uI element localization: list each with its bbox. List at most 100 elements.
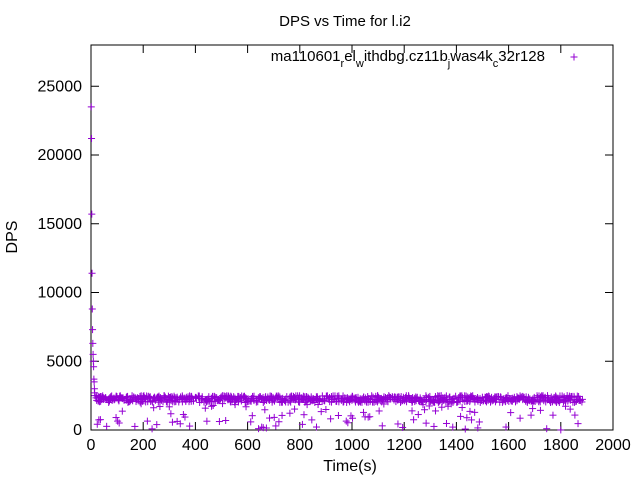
data-point [219, 400, 227, 408]
data-point [309, 396, 317, 404]
data-point [322, 406, 330, 414]
data-point [255, 425, 263, 433]
data-point [308, 416, 316, 424]
data-point [475, 418, 483, 426]
data-point [254, 398, 262, 406]
data-point [421, 406, 429, 414]
data-point [349, 414, 357, 422]
x-tick-label: 1200 [386, 437, 422, 454]
data-point [165, 403, 173, 411]
data-point [344, 419, 352, 427]
x-tick-label: 1600 [491, 437, 527, 454]
data-point [234, 398, 242, 406]
data-point [115, 419, 123, 427]
data-point [88, 305, 96, 313]
data-point [156, 403, 164, 411]
data-point [578, 398, 586, 406]
data-point [148, 425, 156, 433]
data-point [399, 423, 407, 431]
data-point [414, 411, 422, 419]
data-point [103, 422, 111, 430]
data-point [471, 408, 479, 416]
data-point [574, 420, 582, 428]
data-point [313, 423, 321, 431]
x-tick-label: 600 [234, 437, 261, 454]
data-point [261, 406, 269, 414]
data-point [143, 417, 151, 425]
data-point [432, 407, 440, 415]
data-point [557, 426, 565, 434]
data-point [430, 422, 438, 430]
data-point [375, 407, 383, 415]
y-tick-label: 10000 [38, 285, 83, 302]
data-point [291, 405, 299, 413]
data-point [378, 422, 386, 430]
legend-marker [570, 53, 578, 61]
data-point [321, 397, 329, 405]
data-point [516, 414, 524, 422]
data-point [247, 418, 255, 426]
y-axis-title: DPS [4, 221, 21, 254]
data-point [237, 397, 245, 405]
data-point [112, 414, 120, 422]
data-point [131, 422, 139, 430]
data-point [438, 403, 446, 411]
data-point [507, 409, 515, 417]
data-point [137, 400, 145, 408]
data-point [88, 135, 96, 142]
data-point [359, 408, 367, 416]
data-point [215, 418, 223, 426]
data-point [575, 392, 583, 400]
data-point [167, 410, 175, 418]
data-point [442, 419, 450, 427]
x-tick-label: 2000 [595, 437, 631, 454]
data-point [349, 392, 357, 400]
data-point [242, 403, 250, 411]
data-point [449, 423, 457, 431]
y-tick-label: 5000 [46, 353, 82, 370]
x-tick-label: 1800 [543, 437, 579, 454]
data-point [118, 407, 126, 415]
legend-label: ma110601relwithdbg.cz11bjwas4kc32r128 [271, 48, 545, 70]
data-point [186, 422, 194, 430]
y-tick-label: 25000 [38, 78, 83, 95]
data-point [512, 398, 520, 406]
x-axis-title: Time(s) [323, 458, 377, 475]
data-point [90, 378, 98, 386]
data-point [394, 420, 402, 428]
chart-title: DPS vs Time for l.i2 [279, 13, 411, 30]
y-tick-label: 15000 [38, 216, 83, 233]
data-point [145, 392, 153, 400]
data-point [272, 422, 280, 430]
data-points [87, 103, 586, 434]
data-point [88, 269, 96, 277]
data-point [571, 411, 579, 419]
data-point [286, 409, 294, 417]
data-point [327, 415, 335, 423]
data-point [203, 417, 211, 425]
data-point [181, 413, 189, 421]
data-point [457, 412, 465, 420]
data-point [502, 423, 510, 431]
legend: ma110601relwithdbg.cz11bjwas4kc32r128 [271, 48, 578, 70]
data-point [262, 424, 270, 432]
data-point [334, 411, 342, 419]
data-point [300, 411, 308, 419]
data-point [222, 417, 230, 425]
data-point [474, 424, 482, 432]
data-point [201, 404, 209, 412]
data-point [168, 418, 176, 426]
x-tick-label: 1400 [439, 437, 475, 454]
data-point [442, 392, 450, 400]
data-point [89, 350, 97, 358]
data-point [366, 413, 374, 421]
data-point [258, 423, 266, 431]
y-tick-label: 20000 [38, 147, 83, 164]
x-tick-label: 1000 [334, 437, 370, 454]
data-point [342, 417, 350, 425]
data-point [208, 402, 216, 410]
data-point [266, 414, 274, 422]
data-point [96, 416, 104, 424]
data-point [88, 210, 96, 218]
